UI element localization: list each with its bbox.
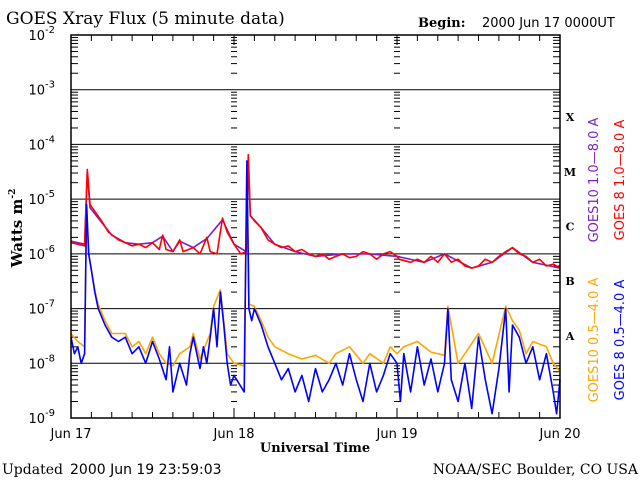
y-tick-label: 10-5 — [28, 189, 55, 208]
legend-entry: GOES 8 1.0—8.0 A — [613, 120, 628, 241]
y-axis-label-text: Watts m — [8, 199, 26, 269]
y-tick-label-exponent: -3 — [45, 80, 55, 91]
y-tick-label: 10-3 — [28, 80, 55, 99]
y-tick-label-base: 10 — [28, 248, 45, 263]
y-tick-label-exponent: -6 — [45, 244, 55, 255]
x-tick-label: Jun 19 — [376, 427, 418, 442]
y-tick-label-base: 10 — [28, 303, 45, 318]
flare-class-label: M — [564, 166, 576, 179]
y-tick-label-base: 10 — [28, 357, 45, 372]
series-line-0 — [70, 160, 561, 269]
legend-entry: GOES10 0.5—4.0 A — [587, 277, 602, 402]
x-tick-label: Jun 18 — [213, 427, 255, 442]
series-layer — [70, 153, 561, 415]
x-axis-label: Universal Time — [260, 441, 370, 456]
y-tick-label-base: 10 — [28, 29, 45, 44]
flare-class-label: B — [565, 275, 574, 288]
legend-entry: GOES 8 0.5—4.0 A — [613, 280, 628, 401]
y-tick-label: 10-9 — [28, 408, 55, 427]
series-line-2 — [70, 165, 561, 373]
y-tick-label-base: 10 — [28, 138, 45, 153]
y-tick-label: 10-6 — [28, 244, 55, 263]
y-tick-label-exponent: -4 — [45, 134, 55, 145]
y-tick-label: 10-8 — [28, 353, 55, 372]
y-tick-label: 10-4 — [28, 134, 55, 153]
flare-class-label: C — [566, 221, 575, 234]
y-tick-label-exponent: -2 — [45, 25, 55, 36]
y-tick-label-exponent: -5 — [45, 189, 55, 200]
chart-title: GOES Xray Flux (5 minute data) — [6, 9, 285, 29]
y-axis-label-exponent: -2 — [8, 189, 18, 199]
begin-value: 2000 Jun 17 0000UT — [482, 16, 615, 31]
y-tick-label: 10-2 — [28, 25, 55, 44]
y-tick-label-exponent: -8 — [45, 353, 55, 364]
flare-class-label: X — [566, 111, 575, 124]
footer-credit: NOAA/SEC Boulder, CO USA — [433, 462, 639, 478]
y-tick-label-exponent: -9 — [45, 408, 55, 419]
x-tick-label: Jun 20 — [539, 427, 581, 442]
y-tick-label-exponent: -7 — [45, 299, 55, 310]
legend-entry: GOES10 1.0—8.0 A — [587, 117, 602, 242]
footer-updated-label: Updated — [2, 462, 63, 478]
y-tick-label: 10-7 — [28, 299, 55, 318]
series-line-3 — [70, 160, 561, 415]
flare-class-label: A — [565, 330, 575, 343]
begin-label: Begin: — [418, 16, 466, 31]
y-tick-label-base: 10 — [28, 84, 45, 99]
y-tick-label-base: 10 — [28, 193, 45, 208]
y-tick-label-base: 10 — [28, 412, 45, 427]
svg-text:Watts m-2: Watts m-2 — [8, 189, 26, 269]
footer-updated-value: 2000 Jun 19 23:59:03 — [70, 462, 222, 478]
x-tick-label: Jun 17 — [50, 427, 92, 442]
series-line-1 — [70, 153, 561, 269]
tick-layer — [71, 35, 560, 418]
label-layer: Jun 17 Jun 18 Jun 19 Jun 2010-210-310-410-5… — [28, 25, 628, 442]
y-axis-label: Watts m-2 — [8, 189, 26, 269]
plot-frame — [70, 34, 561, 419]
grid-layer — [71, 89, 560, 364]
